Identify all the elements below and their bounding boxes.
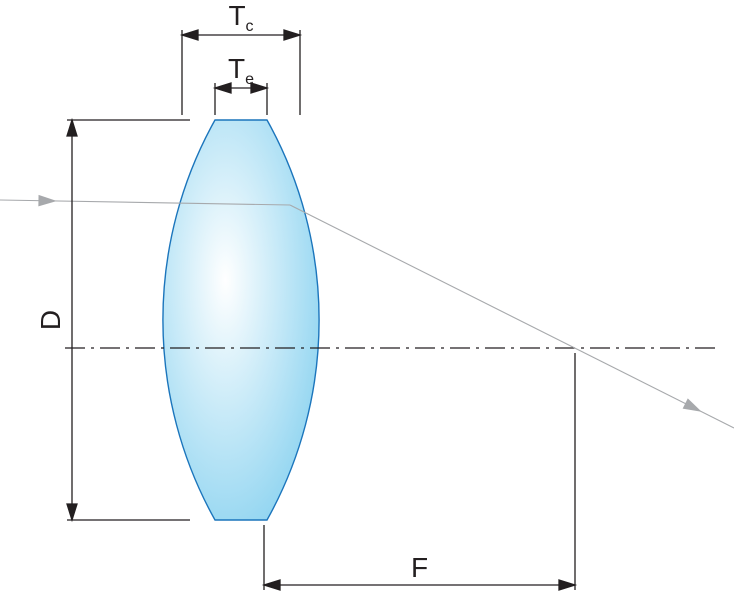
dimension-te (215, 83, 267, 115)
label-te: Te (228, 53, 254, 88)
lens-shape (163, 120, 319, 520)
label-d: D (35, 310, 66, 330)
light-ray (0, 196, 734, 428)
lens-diagram: D Tc Te F (0, 0, 734, 610)
label-tc: Tc (228, 0, 253, 35)
label-f: F (411, 552, 428, 583)
